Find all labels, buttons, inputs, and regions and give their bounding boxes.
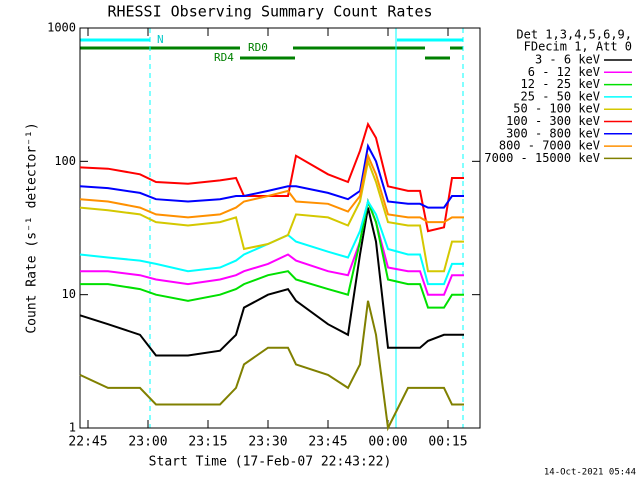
series-line bbox=[80, 197, 464, 296]
legend-label: 100 - 300 keV bbox=[506, 114, 600, 128]
state-bars bbox=[79, 28, 464, 428]
legend-header: Det 1,3,4,5,6,9, bbox=[516, 28, 632, 42]
legend-label: 800 - 7000 keV bbox=[499, 139, 600, 153]
series-line bbox=[79, 157, 464, 273]
series-line bbox=[79, 300, 464, 432]
legend-label: 50 - 100 keV bbox=[513, 102, 600, 116]
series-line bbox=[79, 152, 464, 224]
y-axis-label: Count Rate (s⁻¹ detector⁻¹) bbox=[25, 122, 40, 333]
y-tick-label: 10 bbox=[62, 287, 76, 301]
series-line bbox=[79, 199, 464, 286]
x-tick-label: 23:15 bbox=[188, 435, 227, 450]
legend-label: 300 - 800 keV bbox=[506, 126, 600, 140]
legend-label: 12 - 25 keV bbox=[521, 77, 600, 91]
footer: 14-Oct-2021 05:44 bbox=[544, 468, 636, 478]
legend-label: 7000 - 15000 keV bbox=[484, 151, 600, 165]
annotation: N bbox=[157, 33, 164, 46]
y-tick-label: 1 bbox=[69, 421, 76, 435]
x-tick-label: 22:45 bbox=[68, 435, 107, 450]
legend-header: FDecim 1, Att 0 bbox=[524, 40, 632, 54]
legend-label: 6 - 12 keV bbox=[528, 65, 600, 79]
x-tick-label: 00:15 bbox=[428, 435, 467, 450]
x-tick-label: 00:00 bbox=[368, 435, 407, 450]
x-tick-label: 23:00 bbox=[128, 435, 167, 450]
series-line bbox=[79, 143, 464, 209]
series-line bbox=[80, 197, 464, 309]
x-tick-label: 23:30 bbox=[248, 435, 287, 450]
series-line bbox=[79, 207, 464, 357]
annotation: RD0 bbox=[248, 41, 268, 54]
x-tick-label: 23:45 bbox=[308, 435, 347, 450]
legend-label: 25 - 50 keV bbox=[521, 89, 600, 103]
legend-label: 3 - 6 keV bbox=[535, 53, 600, 67]
chart-title: RHESSI Observing Summary Count Rates bbox=[107, 3, 432, 21]
y-tick-label: 1000 bbox=[47, 21, 76, 35]
plot-frame bbox=[79, 27, 481, 429]
y-tick-label: 100 bbox=[54, 154, 76, 168]
x-axis-label: Start Time (17-Feb-07 22:43:22) bbox=[149, 455, 392, 470]
annotation: RD4 bbox=[214, 51, 234, 64]
